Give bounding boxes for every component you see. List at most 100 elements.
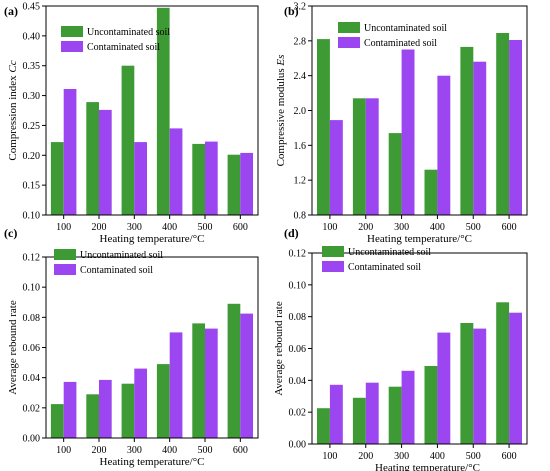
- x-tick-label: 100: [322, 222, 337, 233]
- y-tick-label: 0.08: [23, 313, 41, 324]
- y-axis-label: Compression index Cc: [7, 60, 19, 160]
- legend-label-contaminated: Contaminated soil: [348, 262, 421, 273]
- x-tick-label: 500: [198, 445, 213, 456]
- x-tick-label: 500: [466, 222, 481, 233]
- y-tick-label: 0.25: [23, 121, 41, 132]
- bar-uncontaminated-300: [121, 65, 135, 215]
- bar-contaminated-500: [205, 328, 218, 438]
- x-tick-label: 300: [394, 451, 409, 462]
- y-tick-label: 0.00: [289, 440, 307, 451]
- bar-contaminated-200: [99, 109, 112, 215]
- bar-uncontaminated-200: [86, 102, 99, 215]
- bar-uncontaminated-100: [50, 142, 64, 215]
- bar-contaminated-500: [473, 61, 487, 216]
- y-tick-label: 0.10: [289, 280, 307, 291]
- legend-swatch-uncontaminated: [322, 246, 344, 257]
- y-tick-label: 0.04: [289, 376, 307, 387]
- x-tick-label: 300: [127, 445, 142, 456]
- chart-panel-b: 0.8 1.2 1.6 2.0 2.4 2.8 3.2 100 200 300 400 500 600 H…: [275, 2, 528, 245]
- legend-label-uncontaminated: Uncontaminated soil: [87, 27, 170, 38]
- bar-contaminated-400: [437, 332, 451, 444]
- bar-contaminated-600: [240, 152, 253, 215]
- bar-contaminated-100: [329, 120, 343, 215]
- panel-label: (a): [4, 4, 18, 18]
- bar-uncontaminated-400: [156, 364, 170, 438]
- x-tick-label: 100: [56, 445, 71, 456]
- bar-contaminated-300: [134, 368, 147, 438]
- y-tick-label: 0.15: [23, 181, 41, 192]
- x-tick-label: 200: [92, 222, 107, 233]
- y-tick-label: 0.8: [294, 211, 307, 222]
- legend-swatch-uncontaminated: [338, 22, 360, 33]
- bar-contaminated-300: [401, 49, 415, 215]
- bar-uncontaminated-100: [50, 404, 64, 438]
- bar-contaminated-100: [63, 89, 77, 215]
- panel-label: (b): [284, 4, 299, 18]
- x-axis-label: Heating temperature/°C: [375, 462, 480, 471]
- bar-uncontaminated-400: [424, 169, 438, 215]
- bar-contaminated-400: [169, 128, 183, 215]
- legend-label-contaminated: Contaminated soil: [87, 42, 160, 53]
- legend-label-uncontaminated: Uncontaminated soil: [348, 247, 431, 258]
- y-tick-label: 0.35: [23, 61, 41, 72]
- y-tick-label: 0.02: [23, 403, 41, 414]
- x-tick-label: 100: [322, 451, 337, 462]
- plot-frame: [45, 5, 259, 216]
- legend-label-contaminated: Contaminated soil: [80, 265, 153, 276]
- x-tick-label: 600: [233, 222, 248, 233]
- bar-uncontaminated-600: [227, 154, 241, 215]
- bar-uncontaminated-400: [424, 366, 438, 444]
- x-tick-label: 400: [430, 451, 445, 462]
- chart-panel-d: 0.00 0.02 0.04 0.06 0.08 0.10 0.12 100 200 300 400…: [273, 226, 528, 471]
- x-tick-label: 200: [358, 222, 373, 233]
- legend-swatch-contaminated: [338, 37, 360, 48]
- x-tick-label: 400: [162, 222, 177, 233]
- y-tick-label: 3.2: [294, 2, 307, 13]
- bar-uncontaminated-300: [388, 133, 402, 215]
- bar-uncontaminated-200: [352, 397, 366, 444]
- x-tick-label: 100: [56, 222, 71, 233]
- y-tick-label: 0.40: [23, 31, 41, 42]
- bar-contaminated-500: [473, 328, 487, 444]
- y-tick-label: 0.04: [23, 373, 41, 384]
- legend-swatch-uncontaminated: [61, 26, 83, 37]
- x-tick-label: 200: [92, 445, 107, 456]
- legend-swatch-contaminated: [322, 261, 344, 272]
- x-tick-label: 600: [502, 451, 517, 462]
- plot-frame: [45, 256, 259, 439]
- y-tick-label: 0.06: [23, 343, 41, 354]
- x-axis-label: Heating temperature/°C: [367, 233, 472, 245]
- y-tick-label: 0.06: [289, 344, 307, 355]
- y-tick-label: 0.45: [23, 2, 41, 13]
- y-tick-label: 0.12: [23, 253, 41, 264]
- bar-uncontaminated-200: [352, 98, 366, 215]
- chart-panel-a: 0.10 0.15 0.20 0.25 0.30 0.35 0.40 0.45 100 200 30…: [4, 2, 259, 245]
- bar-uncontaminated-100: [317, 39, 330, 215]
- legend-label-contaminated: Contaminated soil: [364, 38, 437, 49]
- y-tick-label: 0.00: [23, 434, 41, 445]
- bar-uncontaminated-300: [121, 383, 135, 438]
- x-tick-label: 200: [358, 451, 373, 462]
- bar-contaminated-600: [509, 312, 522, 444]
- x-tick-label: 600: [502, 222, 517, 233]
- bar-contaminated-300: [134, 142, 147, 215]
- legend-swatch-contaminated: [61, 41, 83, 52]
- bar-contaminated-100: [329, 384, 343, 444]
- chart-panel-c: 0.00 0.02 0.04 0.06 0.08 0.10 0.12 100 200 300 400…: [4, 226, 259, 468]
- panel-label: (d): [284, 226, 299, 240]
- bar-contaminated-600: [240, 313, 253, 438]
- x-tick-label: 500: [466, 451, 481, 462]
- plot-frame: [311, 252, 528, 445]
- bar-contaminated-200: [99, 379, 112, 438]
- y-tick-label: 1.6: [294, 141, 307, 152]
- y-axis-label: Average rebound rate: [273, 301, 285, 396]
- legend-swatch-contaminated: [54, 264, 76, 275]
- bar-contaminated-400: [437, 75, 451, 215]
- bar-contaminated-500: [205, 141, 218, 215]
- bar-contaminated-600: [509, 40, 522, 215]
- bar-uncontaminated-500: [192, 143, 205, 215]
- y-tick-label: 2.4: [294, 71, 307, 82]
- bar-contaminated-200: [365, 382, 379, 444]
- y-tick-label: 0.12: [289, 249, 307, 260]
- panel-label: (c): [4, 226, 17, 240]
